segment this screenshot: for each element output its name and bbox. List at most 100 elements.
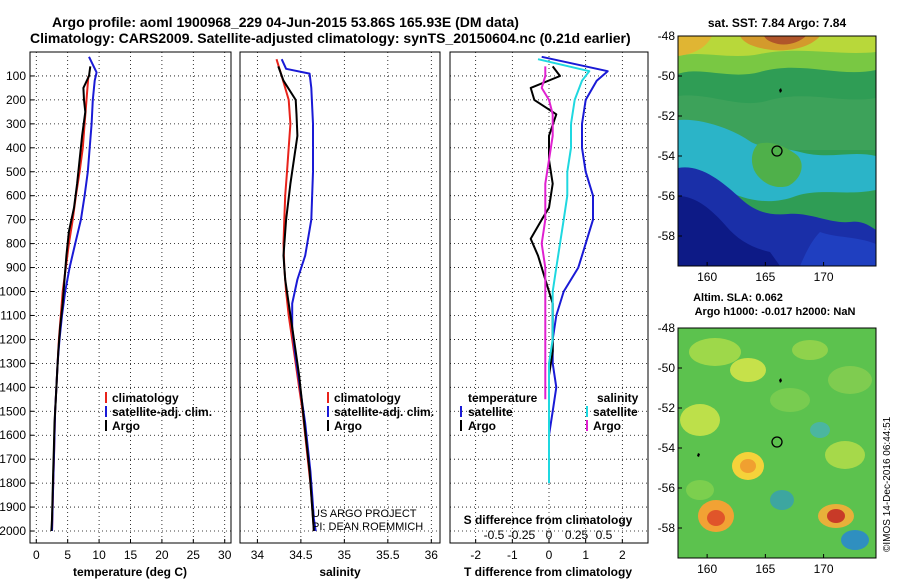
- map-y-tick-label: -58: [658, 229, 676, 243]
- legend-label-satellite: satellite: [468, 405, 513, 419]
- temperature-legend: climatology satellite-adj. clim. Argo: [105, 391, 212, 433]
- legend-label-satellite: satellite-adj. clim.: [334, 405, 434, 419]
- island-mark: [779, 88, 782, 93]
- salinity-legend: climatology satellite-adj. clim. Argo: [327, 391, 434, 433]
- difference-panel: -2 -1 0 1 2 -0.5 -0.25 0 0.25 0.5 T difference f…: [449, 51, 649, 579]
- temperature-panel: 0 5 10 15 20 25 30 100 200 300 400 500 600 700 800 900…: [0, 51, 232, 579]
- sst-map-frame: [677, 35, 877, 267]
- pi-label: PI: DEAN ROEMMICH: [312, 521, 423, 533]
- difference-grid: [450, 52, 648, 543]
- y-tick-label: 200: [6, 93, 26, 107]
- y-tick-label: 1200: [0, 332, 26, 346]
- series-line-temperature-satellite: [541, 55, 609, 484]
- temperature-plot-frame: [29, 51, 232, 544]
- x-tick-label: 15: [124, 548, 138, 562]
- y-tick-label: 1400: [0, 380, 26, 394]
- y-tick-label: 1900: [0, 500, 26, 514]
- y-tick-label: 700: [6, 213, 26, 227]
- y-tick-label: 1000: [0, 285, 26, 299]
- salinity-x-ticks: 34 34.5 35 35.5 36: [251, 539, 438, 562]
- legend-marker-salinity-argo: [586, 420, 588, 431]
- x-tick-label: 2: [619, 548, 626, 562]
- island-mark: [697, 453, 700, 457]
- sla-field: [678, 328, 876, 558]
- legend-heading-salinity: salinity: [597, 391, 639, 405]
- salinity-series: [275, 58, 317, 532]
- x-tick-label: -1: [507, 548, 518, 562]
- island-mark: [779, 378, 782, 383]
- legend-label-satellite: satellite-adj. clim.: [112, 405, 212, 419]
- legend-label-climatology: climatology: [112, 391, 179, 405]
- legend-marker-climatology: [327, 392, 329, 403]
- legend-marker-satellite: [327, 406, 329, 417]
- x-tick-label: 1: [582, 548, 589, 562]
- x-tick-label: -2: [470, 548, 481, 562]
- x-tick-label: 0: [546, 548, 553, 562]
- x-tick-label: 35.5: [376, 548, 400, 562]
- x-tick-label: 25: [187, 548, 201, 562]
- difference-series: [529, 55, 609, 484]
- y-tick-label: 800: [6, 237, 26, 251]
- top-tick-label: 0.25: [565, 528, 589, 542]
- map-x-tick-label: 170: [814, 562, 834, 576]
- series-line-salinity-satellite: [537, 58, 591, 484]
- series-line-argo: [277, 66, 315, 532]
- map-y-tick-label: -58: [658, 521, 676, 535]
- salinity-panel: 34 34.5 35 35.5 36 salinity climatology sate…: [239, 51, 441, 579]
- legend-label-argo: Argo: [468, 419, 496, 433]
- x-tick-label: 35: [338, 548, 352, 562]
- y-tick-label: 1500: [0, 404, 26, 418]
- series-line-argo: [50, 66, 92, 532]
- salinity-plot-frame: [239, 51, 441, 544]
- x-tick-label: 20: [155, 548, 169, 562]
- argo-float-marker: [771, 145, 783, 157]
- top-tick-label: -0.25: [508, 528, 536, 542]
- map-y-tick-label: -56: [658, 189, 676, 203]
- temperature-series: [50, 56, 98, 532]
- map-y-tick-label: -54: [658, 441, 676, 455]
- sst-field: [678, 36, 876, 266]
- legend-label-argo: Argo: [112, 419, 140, 433]
- title-line-1: Argo profile: aoml 1900968_229 04-Jun-20…: [52, 14, 519, 30]
- legend-label-salinity-argo: Argo: [593, 419, 621, 433]
- y-tick-label: 300: [6, 117, 26, 131]
- map-y-tick-label: -48: [658, 29, 676, 43]
- legend-marker-satellite: [460, 406, 462, 417]
- map-y-tick-label: -50: [658, 361, 676, 375]
- legend-marker-argo: [460, 420, 462, 431]
- y-tick-label: 1800: [0, 476, 26, 490]
- x-tick-label: 10: [92, 548, 106, 562]
- salinity-x-label: salinity: [319, 565, 361, 579]
- map-y-tick-label: -50: [658, 69, 676, 83]
- map-y-tick-label: -56: [658, 481, 676, 495]
- temperature-grid: [30, 52, 231, 543]
- series-line-salinity-argo: [540, 66, 554, 400]
- project-label: US ARGO PROJECT: [312, 508, 417, 520]
- salinity-difference-label: S difference from climatology: [464, 513, 633, 527]
- salinity-grid: [240, 52, 440, 543]
- map-x-tick-label: 170: [814, 270, 834, 284]
- difference-x-label: T difference from climatology: [464, 565, 632, 579]
- legend-label-argo: Argo: [334, 419, 362, 433]
- y-tick-label: 100: [6, 69, 26, 83]
- sst-map-title: sat. SST: 7.84 Argo: 7.84: [708, 16, 847, 30]
- sst-map-panel: sat. SST: 7.84 Argo: 7.84 160 165 170 -48 -5…: [658, 16, 877, 284]
- argo-float-marker: [771, 436, 783, 448]
- sla-map-axis-ticks: 160 165 170 -48 -50 -52 -54 -56 -58: [658, 321, 834, 576]
- legend-marker-satellite: [105, 406, 107, 417]
- legend-marker-argo: [105, 420, 107, 431]
- legend-label-climatology: climatology: [334, 391, 401, 405]
- map-x-tick-label: 165: [755, 270, 775, 284]
- y-tick-label: 1600: [0, 428, 26, 442]
- x-tick-label: 34.5: [289, 548, 313, 562]
- map-x-tick-label: 160: [697, 270, 717, 284]
- top-tick-label: -0.5: [484, 528, 505, 542]
- sla-map-title: Altim. SLA: 0.062: [693, 292, 783, 304]
- x-tick-label: 34: [251, 548, 265, 562]
- map-y-tick-label: -54: [658, 149, 676, 163]
- credit-label: ©IMOS 14-Dec-2016 06:44:51: [882, 416, 893, 552]
- depth-y-ticks: 100 200 300 400 500 600 700 800 900 1000 1100 1200 1…: [0, 69, 34, 538]
- legend-marker-salinity-satellite: [586, 406, 588, 417]
- map-y-tick-label: -52: [658, 401, 676, 415]
- salinity-difference-ticks: -0.5 -0.25 0 0.25 0.5: [484, 528, 613, 542]
